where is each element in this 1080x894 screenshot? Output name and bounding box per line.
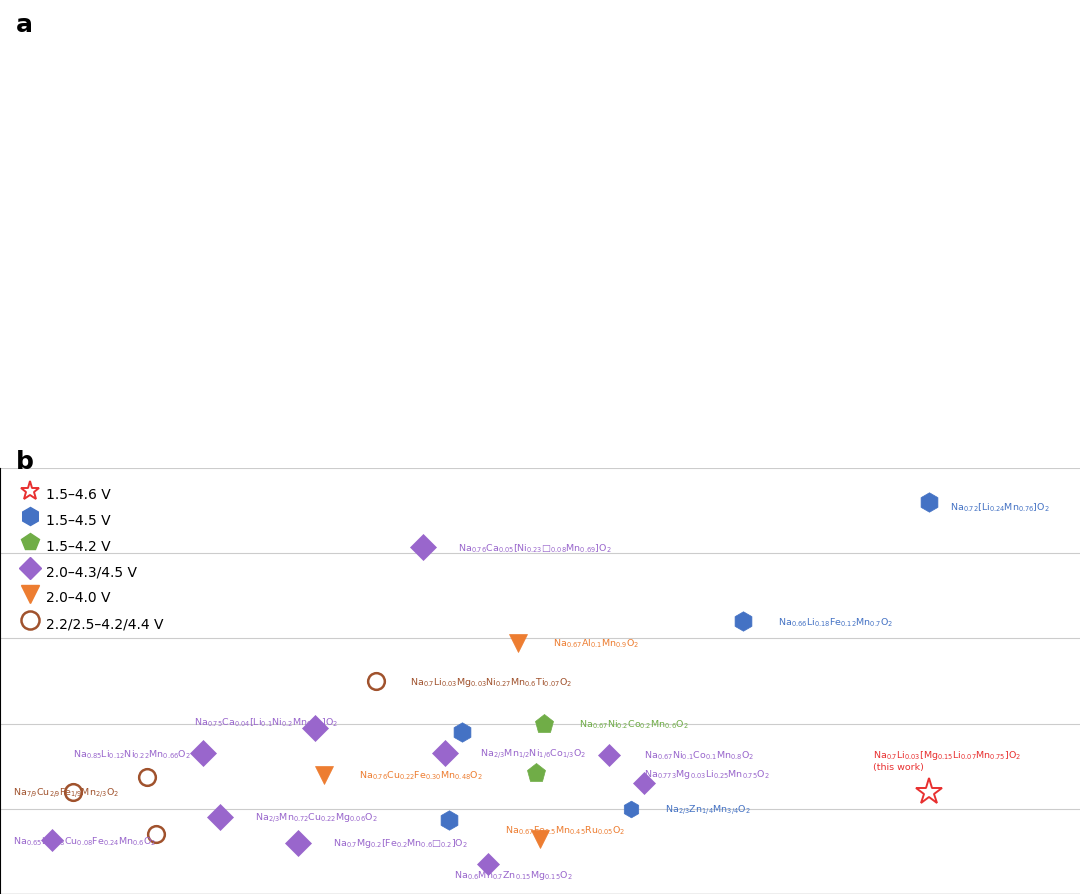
Text: Na$_{2/3}$Zn$_{1/4}$Mn$_{3/4}$O$_2$: Na$_{2/3}$Zn$_{1/4}$Mn$_{3/4}$O$_2$ [665, 802, 752, 816]
Text: Na$_{0.6}$Mn$_{0.7}$Zn$_{0.15}$Mg$_{0.15}$O$_2$: Na$_{0.6}$Mn$_{0.7}$Zn$_{0.15}$Mg$_{0.15… [454, 868, 572, 881]
Text: Na$_{2/3}$Mn$_{1/2}$Ni$_{1/6}$Co$_{1/3}$O$_2$: Na$_{2/3}$Mn$_{1/2}$Ni$_{1/6}$Co$_{1/3}$… [480, 746, 585, 761]
Text: Na$_{0.65}$Li$_{0.08}$Cu$_{0.08}$Fe$_{0.24}$Mn$_{0.6}$O$_2$: Na$_{0.65}$Li$_{0.08}$Cu$_{0.08}$Fe$_{0.… [13, 834, 157, 847]
Legend: 1.5–4.6 V, 1.5–4.5 V, 1.5–4.2 V, 2.0–4.3/4.5 V, 2.0–4.0 V, 2.2/2.5–4.2/4.4 V: 1.5–4.6 V, 1.5–4.5 V, 1.5–4.2 V, 2.0–4.3… [17, 480, 167, 637]
Text: a: a [16, 13, 33, 38]
Text: Na$_{7/9}$Cu$_{2/9}$Fe$_{1/9}$Mn$_{2/3}$O$_2$: Na$_{7/9}$Cu$_{2/9}$Fe$_{1/9}$Mn$_{2/3}$… [13, 785, 119, 798]
Text: Na$_{0.67}$Ni$_{0.2}$Co$_{0.2}$Mn$_{0.6}$O$_2$: Na$_{0.67}$Ni$_{0.2}$Co$_{0.2}$Mn$_{0.6}… [579, 718, 688, 730]
Text: Na$_{0.7}$Li$_{0.03}$[Mg$_{0.15}$Li$_{0.07}$Mn$_{0.75}$]O$_2$
(this work): Na$_{0.7}$Li$_{0.03}$[Mg$_{0.15}$Li$_{0.… [873, 748, 1021, 772]
Text: Na$_{0.7}$Li$_{0.03}$Mg$_{0.03}$Ni$_{0.27}$Mn$_{0.6}$Ti$_{0.07}$O$_2$: Na$_{0.7}$Li$_{0.03}$Mg$_{0.03}$Ni$_{0.2… [410, 675, 572, 687]
Text: Na$_{0.72}$[Li$_{0.24}$Mn$_{0.76}$]O$_2$: Na$_{0.72}$[Li$_{0.24}$Mn$_{0.76}$]O$_2$ [950, 501, 1050, 513]
Text: b: b [16, 450, 35, 474]
Text: Na$_{0.66}$Li$_{0.18}$Fe$_{0.12}$Mn$_{0.7}$O$_2$: Na$_{0.66}$Li$_{0.18}$Fe$_{0.12}$Mn$_{0.… [778, 615, 893, 628]
Text: Na$_{0.67}$Al$_{0.1}$Mn$_{0.9}$O$_2$: Na$_{0.67}$Al$_{0.1}$Mn$_{0.9}$O$_2$ [553, 637, 639, 649]
Text: Na$_{0.67}$Fe$_{0.5}$Mn$_{0.45}$Ru$_{0.05}$O$_2$: Na$_{0.67}$Fe$_{0.5}$Mn$_{0.45}$Ru$_{0.0… [505, 823, 626, 836]
Text: Na$_{2/3}$Mn$_{0.72}$Cu$_{0.22}$Mg$_{0.06}$O$_2$: Na$_{2/3}$Mn$_{0.72}$Cu$_{0.22}$Mg$_{0.0… [255, 811, 378, 824]
Text: Na$_{0.76}$Cu$_{0.22}$Fe$_{0.30}$Mn$_{0.48}$O$_2$: Na$_{0.76}$Cu$_{0.22}$Fe$_{0.30}$Mn$_{0.… [359, 769, 483, 781]
Text: Na$_{0.76}$Ca$_{0.05}$[Ni$_{0.23}$□$_{0.08}$Mn$_{0.69}$]O$_2$: Na$_{0.76}$Ca$_{0.05}$[Ni$_{0.23}$□$_{0.… [458, 542, 611, 554]
Text: Na$_{0.67}$Ni$_{0.1}$Co$_{0.1}$Mn$_{0.8}$O$_2$: Na$_{0.67}$Ni$_{0.1}$Co$_{0.1}$Mn$_{0.8}… [644, 749, 754, 762]
Text: Na$_{0.7}$Mg$_{0.2}$[Fe$_{0.2}$Mn$_{0.6}$□$_{0.2}$]O$_2$: Na$_{0.7}$Mg$_{0.2}$[Fe$_{0.2}$Mn$_{0.6}… [333, 837, 468, 849]
Text: Na$_{0.75}$Ca$_{0.04}$[Li$_{0.1}$Ni$_{0.2}$Mn$_{0.67}$]O$_2$: Na$_{0.75}$Ca$_{0.04}$[Li$_{0.1}$Ni$_{0.… [194, 716, 338, 729]
Text: Na$_{0.773}$Mg$_{0.03}$Li$_{0.25}$Mn$_{0.75}$O$_2$: Na$_{0.773}$Mg$_{0.03}$Li$_{0.25}$Mn$_{0… [644, 767, 769, 780]
Text: Na$_{0.85}$Li$_{0.12}$Ni$_{0.22}$Mn$_{0.66}$O$_2$: Na$_{0.85}$Li$_{0.12}$Ni$_{0.22}$Mn$_{0.… [73, 747, 191, 760]
